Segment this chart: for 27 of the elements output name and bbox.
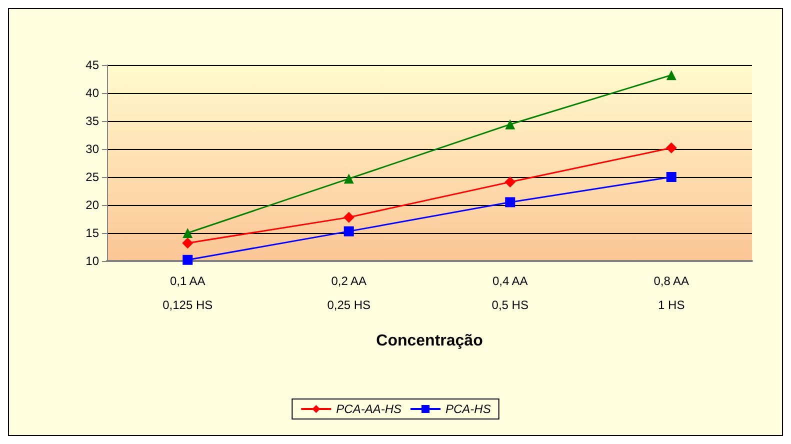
- point: [505, 119, 516, 130]
- point: [666, 142, 677, 154]
- y-tick-label: 25: [86, 170, 100, 184]
- point: [666, 70, 676, 80]
- point: [344, 174, 354, 184]
- x-tick-label: 0,8 AA 1 HS: [654, 274, 690, 312]
- y-tick-label: 10: [86, 254, 100, 268]
- x-tick-label: 0,2 AA 0,25 HS: [327, 274, 371, 312]
- y-tick-label: 45: [86, 58, 100, 72]
- x-tick-label: 0,4 AA 0,5 HS: [492, 274, 528, 312]
- point: [505, 197, 516, 208]
- point: [504, 176, 516, 188]
- legend-label: PCA-AA-HS: [336, 402, 402, 416]
- x-axis-title: Concentração: [376, 332, 484, 350]
- y-tick-label: 15: [86, 226, 100, 240]
- point: [182, 228, 193, 238]
- point: [666, 172, 676, 182]
- point: [343, 212, 354, 223]
- y-tick-label: 30: [86, 142, 100, 156]
- y-tick-label: 20: [86, 198, 100, 212]
- x-tick-label: 0,1 AA 0,125 HS: [162, 274, 213, 312]
- point: [182, 238, 194, 249]
- point: [182, 254, 193, 265]
- y-tick-label: 35: [86, 114, 100, 128]
- y-tick-label: 40: [86, 86, 100, 100]
- point: [344, 226, 354, 236]
- legend-label: PCA-HS: [446, 402, 491, 416]
